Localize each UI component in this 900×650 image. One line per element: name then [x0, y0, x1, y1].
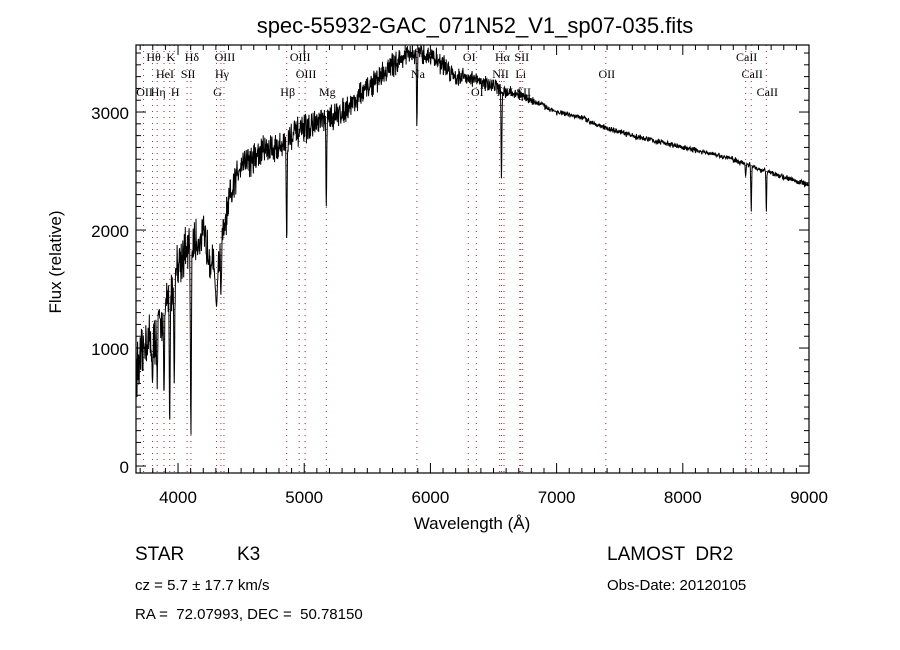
line-marker-label: Hη: [151, 85, 166, 99]
line-marker-label: OIII: [296, 67, 317, 81]
y-tick-label: 0: [120, 458, 129, 477]
line-marker-label: NII: [492, 67, 509, 81]
line-marker-label: OI: [471, 85, 484, 99]
line-marker-label: G: [213, 85, 222, 99]
spectrum-line: [135, 44, 809, 435]
y-tick-label: 1000: [91, 340, 129, 359]
plot-frame: [135, 44, 810, 474]
line-marker-label: K: [166, 50, 175, 64]
line-marker-label: CaII: [757, 85, 778, 99]
line-marker-label: Hδ: [185, 50, 200, 64]
coordinates-text: RA = 72.07993, DEC = 50.78150: [135, 606, 363, 623]
line-marker-label: SII: [514, 50, 529, 64]
line-marker-label: OI: [463, 50, 476, 64]
axis-tick-labels: 4000 5000 6000 7000 8000 9000 0 1000 2000 3000: [91, 104, 828, 507]
line-markers: [143, 45, 767, 473]
line-marker-label: OIII: [290, 50, 311, 64]
x-tick-label: 5000: [285, 488, 323, 507]
subclass: K3: [237, 544, 260, 565]
x-tick-label: 9000: [790, 488, 828, 507]
x-tick-label: 6000: [411, 488, 449, 507]
y-axis-label: Flux (relative): [46, 211, 65, 314]
line-marker-label: Mg: [319, 85, 336, 99]
x-tick-label: 7000: [538, 488, 576, 507]
x-tick-label: 8000: [664, 488, 702, 507]
line-marker-label: Hβ: [280, 85, 295, 99]
line-marker-label: Hα: [495, 50, 511, 64]
line-marker-label: CaII: [742, 67, 763, 81]
y-tick-label: 3000: [91, 104, 129, 123]
survey-name: LAMOST DR2: [607, 544, 733, 565]
y-tick-label: 2000: [91, 222, 129, 241]
line-marker-label: OIII: [215, 50, 236, 64]
line-marker-label: Na: [411, 67, 426, 81]
object-type: STAR: [135, 544, 184, 565]
line-marker-label: CaII: [736, 50, 757, 64]
line-marker-label: Hγ: [215, 67, 230, 81]
line-marker-label: Hθ: [146, 50, 161, 64]
line-marker-label: HeI: [156, 67, 174, 81]
x-tick-label: 4000: [159, 488, 197, 507]
line-marker-label: H: [171, 85, 180, 99]
obs-date: Obs-Date: 20120105: [607, 577, 746, 594]
line-marker-label: OII: [598, 67, 615, 81]
line-marker-label: SII: [181, 67, 196, 81]
chart-title: spec-55932-GAC_071N52_V1_sp07-035.fits: [257, 13, 694, 38]
axis-ticks: [136, 45, 810, 473]
x-axis-label: Wavelength (Å): [414, 514, 531, 533]
line-marker-label: Li: [515, 67, 526, 81]
redshift-text: cz = 5.7 ± 17.7 km/s: [135, 577, 270, 594]
